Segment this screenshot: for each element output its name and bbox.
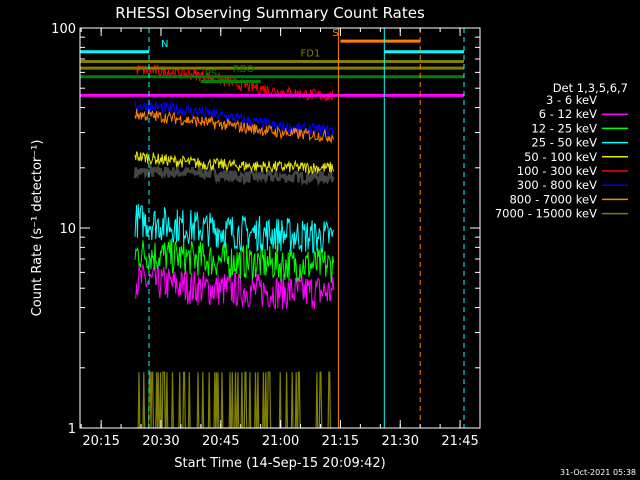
legend-label-7000-15000-kev: 7000 - 15000 keV <box>495 207 597 221</box>
series-line-25-50-kev <box>134 204 335 254</box>
flag-bars: N S FD1 RBO PS <box>80 28 464 97</box>
series-line-100-300-kev <box>134 64 334 103</box>
flag-label-s: S <box>332 28 338 39</box>
footer-timestamp: 31-Oct-2021 05:38 <box>560 468 636 477</box>
y-tick-label: 1 <box>68 422 76 437</box>
legend-label-25-50-kev: 25 - 50 keV <box>531 136 597 150</box>
x-tick-label: 20:15 <box>82 434 119 449</box>
legend-label-50-100-kev: 50 - 100 keV <box>524 150 597 164</box>
flag-label-rbo: RBO <box>233 64 255 75</box>
chart-title: RHESSI Observing Summary Count Rates <box>115 4 425 22</box>
legend-label-300-800-kev: 300 - 800 keV <box>517 178 597 192</box>
series-line-50-100-kev <box>134 151 335 176</box>
legend-label-12-25-kev: 12 - 25 keV <box>531 121 597 135</box>
y-tick-label: 10 <box>59 222 76 237</box>
x-tick-label: 21:15 <box>322 434 359 449</box>
series-line-12-25-kev <box>134 238 335 284</box>
x-tick-label: 21:30 <box>382 434 419 449</box>
x-tick-label: 20:30 <box>142 434 179 449</box>
legend-title: Det 1,3,5,6,7 <box>553 81 628 95</box>
flag-label-n: N <box>161 39 168 50</box>
y-tick-label: 100 <box>51 22 76 37</box>
series-line-6-12-kev <box>135 264 335 310</box>
x-tick-label: 20:45 <box>202 434 239 449</box>
series-line-800-7000-kev <box>134 109 335 144</box>
series-line-300-800-kev <box>134 99 335 137</box>
x-tick-label: 21:45 <box>441 434 478 449</box>
x-axis-label: Start Time (14-Sep-15 20:09:42) <box>174 456 385 471</box>
legend-label-3-6-kev: 3 - 6 keV <box>546 93 597 107</box>
legend-label-100-300-kev: 100 - 300 keV <box>517 164 597 178</box>
y-axis: 1 10 100 <box>51 22 480 437</box>
x-axis: 20:15 20:30 20:45 21:00 21:15 21:30 21:45 <box>80 28 481 449</box>
legend-label-800-7000-kev: 800 - 7000 keV <box>509 192 597 206</box>
series-line-halo-3-6-kev <box>133 163 335 187</box>
legend-label-6-12-kev: 6 - 12 keV <box>539 107 597 121</box>
y-axis-label: Count Rate (s⁻¹ detector⁻¹) <box>30 140 45 317</box>
x-tick-label: 21:00 <box>262 434 299 449</box>
flag-label-fd1: FD1 <box>301 49 321 60</box>
flag-label-ps: PS <box>205 69 217 80</box>
